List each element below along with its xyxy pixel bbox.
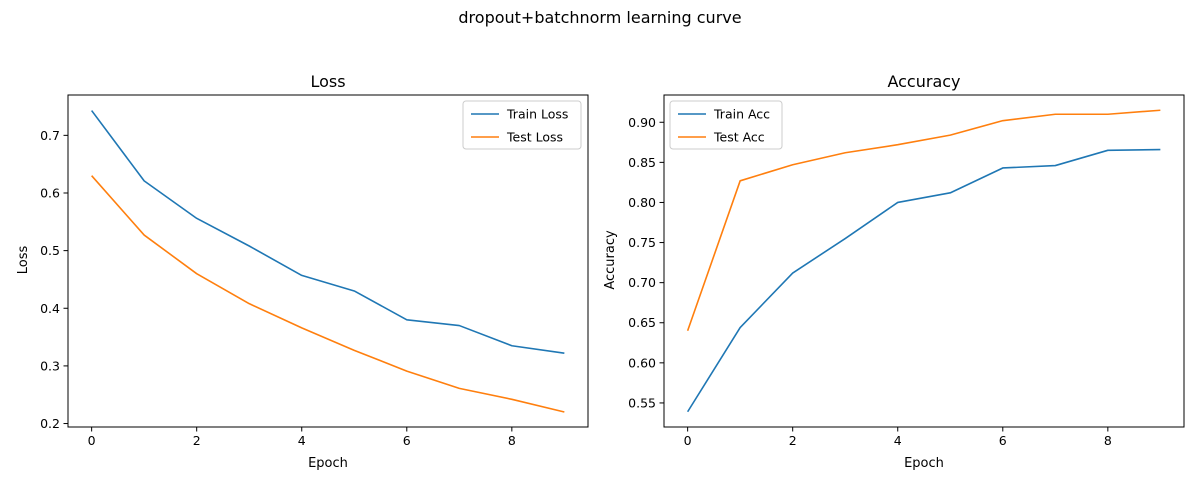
- loss-ticks: 0 2 4 6 8 0.2 0.3 0.4 0.5 0.6 0.7: [40, 128, 516, 448]
- figure-suptitle: dropout+batchnorm learning curve: [458, 8, 741, 27]
- loss-x-tick-label: 6: [403, 433, 411, 448]
- accuracy-x-tick-label: 8: [1104, 433, 1112, 448]
- loss-y-tick-label: 0.3: [40, 358, 60, 373]
- loss-x-tick-label: 2: [193, 433, 201, 448]
- accuracy-x-tick-label: 6: [999, 433, 1007, 448]
- accuracy-y-tick-label: 0.75: [628, 235, 656, 250]
- train-acc-line: [686, 148, 1161, 413]
- accuracy-lines: [686, 109, 1161, 413]
- loss-lines: [90, 110, 565, 413]
- test-acc-line: [686, 109, 1161, 332]
- accuracy-y-tick-label: 0.60: [628, 355, 656, 370]
- loss-legend-label-train: Train Loss: [506, 107, 568, 122]
- accuracy-y-tick-label: 0.80: [628, 195, 656, 210]
- accuracy-axes-frame: [663, 94, 1185, 428]
- train-loss-line: [90, 110, 565, 355]
- loss-y-tick-label: 0.6: [40, 185, 60, 200]
- loss-y-tick-label: 0.4: [40, 301, 60, 316]
- loss-legend-label-test: Test Loss: [506, 130, 563, 145]
- loss-y-tick-label: 0.7: [40, 128, 60, 143]
- loss-x-tick-label: 4: [298, 433, 306, 448]
- accuracy-y-axis-label: Accuracy: [603, 230, 618, 290]
- loss-axes-frame: [67, 94, 589, 428]
- accuracy-legend-label-train: Train Acc: [713, 107, 770, 122]
- accuracy-panel: Accuracy Epoch Accuracy 0 2 4 6 8 0.55 0.60 0.6…: [603, 72, 1185, 471]
- accuracy-legend-label-test: Test Acc: [713, 130, 765, 145]
- accuracy-y-tick-label: 0.55: [628, 395, 656, 410]
- accuracy-chart-title: Accuracy: [887, 72, 960, 91]
- loss-y-tick-label: 0.2: [40, 416, 60, 431]
- loss-panel: Loss Epoch Loss 0 2 4 6 80.20.30.40.50.60.7 …: [16, 72, 589, 471]
- accuracy-legend: Train Acc Test Acc: [669, 100, 783, 150]
- accuracy-ticks: 0 2 4 6 8 0.55 0.60 0.65 0.70 0.75 0.80 0.85 0.90: [628, 115, 1112, 448]
- loss-legend: Train Loss Test Loss: [462, 100, 582, 150]
- loss-x-tick-label: 0: [88, 433, 96, 448]
- accuracy-y-tick-label: 0.85: [628, 155, 656, 170]
- loss-x-axis-label: Epoch: [308, 456, 348, 471]
- test-loss-line: [91, 175, 565, 413]
- loss-x-tick-label: 8: [508, 433, 516, 448]
- accuracy-x-axis-label: Epoch: [904, 456, 944, 471]
- accuracy-x-tick-label: 4: [894, 433, 902, 448]
- accuracy-x-tick-label: 2: [789, 433, 797, 448]
- loss-y-tick-label: 0.5: [40, 243, 60, 258]
- accuracy-y-tick-label: 0.65: [628, 315, 656, 330]
- accuracy-x-tick-label: 0: [684, 433, 692, 448]
- accuracy-y-tick-label: 0.90: [628, 115, 656, 130]
- loss-y-axis-label: Loss: [16, 246, 31, 275]
- accuracy-y-tick-label: 0.70: [628, 275, 656, 290]
- loss-chart-title: Loss: [310, 72, 345, 91]
